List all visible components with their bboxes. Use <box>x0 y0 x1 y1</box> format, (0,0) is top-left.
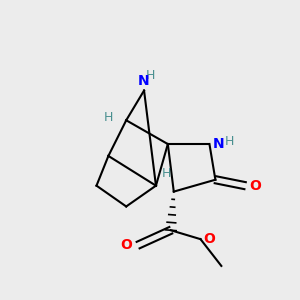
Text: O: O <box>250 179 261 193</box>
Text: H: H <box>104 111 113 124</box>
Text: H: H <box>145 69 155 82</box>
Text: H: H <box>224 135 234 148</box>
Text: O: O <box>203 232 215 246</box>
Text: H: H <box>162 167 171 180</box>
Text: N: N <box>212 137 224 151</box>
Text: O: O <box>120 238 132 252</box>
Text: N: N <box>138 74 150 88</box>
